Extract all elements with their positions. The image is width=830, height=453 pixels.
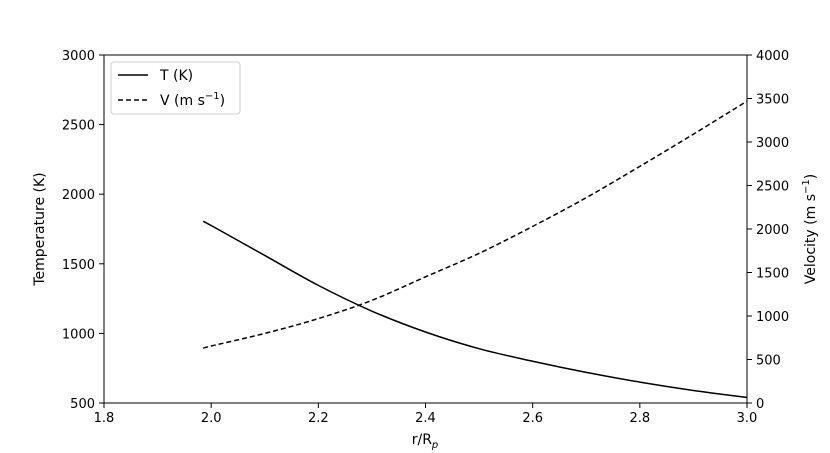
- right-y-axis-ticks: 0 500 1000 1500 2000 2500 3000 3500 4000: [747, 49, 789, 412]
- right-y-tick-label: 3500: [756, 93, 789, 108]
- x-axis-label: r/Rp: [412, 432, 439, 451]
- x-tick-label: 2.8: [629, 411, 650, 426]
- right-y-axis-label: Velocity (m s−1): [801, 174, 819, 284]
- x-tick-label: 2.0: [201, 411, 222, 426]
- left-y-tick-label: 2500: [62, 119, 95, 134]
- right-y-tick-label: 0: [756, 397, 764, 412]
- left-y-axis-label: Temperature (K): [32, 172, 48, 286]
- legend-label-temperature: T (K): [159, 68, 193, 84]
- left-y-tick-label: 1000: [62, 327, 95, 342]
- x-tick-label: 3.0: [737, 411, 758, 426]
- x-tick-label: 1.8: [94, 411, 115, 426]
- left-y-tick-label: 2000: [62, 188, 95, 203]
- right-y-tick-label: 2000: [756, 223, 789, 238]
- velocity-line: [202, 100, 748, 349]
- left-y-tick-label: 500: [70, 397, 95, 412]
- right-y-tick-label: 3000: [756, 136, 789, 151]
- left-y-tick-label: 1500: [62, 258, 95, 273]
- right-y-tick-label: 500: [756, 354, 781, 369]
- right-y-tick-label: 1500: [756, 267, 789, 282]
- series-layer: [202, 100, 748, 399]
- left-y-axis-ticks: 500 1000 1500 2000 2500 3000: [62, 49, 104, 412]
- x-tick-label: 2.6: [522, 411, 543, 426]
- left-y-tick-label: 3000: [62, 49, 95, 64]
- right-y-tick-label: 1000: [756, 310, 789, 325]
- right-y-tick-label: 2500: [756, 180, 789, 195]
- legend-label-velocity: V (m s−1): [160, 91, 225, 109]
- temperature-line: [202, 220, 748, 399]
- right-y-tick-label: 4000: [756, 49, 789, 64]
- x-tick-label: 2.2: [308, 411, 329, 426]
- legend: T (K) V (m s−1): [110, 61, 241, 115]
- x-tick-label: 2.4: [415, 411, 436, 426]
- x-axis-ticks: 1.8 2.0 2.2 2.4 2.6 2.8 3.0: [94, 403, 758, 426]
